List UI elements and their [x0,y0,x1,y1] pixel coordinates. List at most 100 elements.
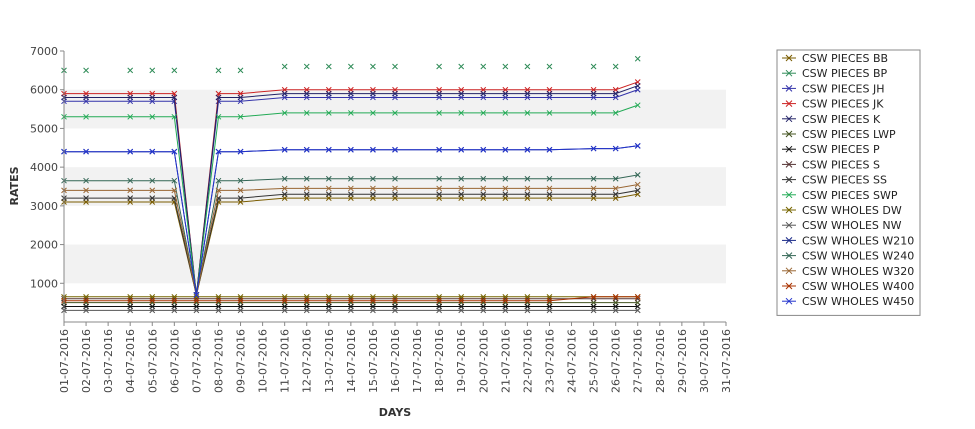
data-point [502,185,509,192]
data-point [348,90,354,97]
data-point [524,110,531,116]
legend-label: CSW PIECES LWP [802,128,896,141]
data-point [127,297,134,304]
data-point [634,55,641,62]
data-point [83,195,89,201]
series-layer [61,55,641,314]
data-point [590,63,597,70]
data-point [458,146,465,153]
data-point [281,146,288,153]
data-point [370,191,376,198]
legend-item: CSW WHOLES NW [782,219,902,232]
data-point [502,63,509,70]
data-point [193,307,200,314]
data-point [348,185,354,192]
data-point [480,146,487,153]
data-point [634,172,641,178]
legend-item: CSW PIECES JK [782,98,884,111]
data-point [171,148,178,155]
data-point [149,187,156,194]
data-point [303,63,310,70]
legend-swatch-marker [785,130,793,138]
data-point [325,307,332,314]
data-point [458,185,465,192]
x-tick-label: 29-07-2016 [676,329,689,393]
x-tick-label: 06-07-2016 [168,329,181,393]
legend-item: CSW PIECES SS [782,174,887,187]
data-point [590,90,597,97]
data-point [281,63,288,70]
data-point [215,307,222,314]
data-point [502,175,509,182]
x-tick-label: 26-07-2016 [610,329,623,393]
x-tick-label: 20-07-2016 [477,329,490,393]
legend-label: CSW PIECES SS [802,174,887,187]
legend-box [776,49,921,316]
data-point [215,177,222,184]
data-point [83,67,89,74]
x-tick-label: 30-07-2016 [698,329,711,393]
data-point [502,297,509,304]
data-point [436,191,442,198]
x-tick-label: 16-07-2016 [389,329,402,393]
legend-swatch-marker [785,191,793,199]
x-tick-label: 23-07-2016 [543,329,556,393]
legend-swatch-marker [785,252,793,259]
data-point [149,94,156,101]
data-point [237,67,244,74]
data-point [348,307,354,314]
y-tick-label: 7000 [30,45,58,58]
data-point [303,110,310,116]
data-point [215,297,222,304]
legend-swatch-marker [785,145,793,153]
data-point [612,90,619,97]
legend-item: CSW WHOLES DW [782,204,902,217]
data-point [348,297,354,304]
data-point [392,63,398,70]
series-csw-pieces-bp [61,55,641,298]
data-point [127,148,134,155]
data-point [281,110,288,116]
x-tick-label: 13-07-2016 [323,329,336,393]
data-point [83,148,89,155]
data-point [303,297,310,304]
legend-swatch-marker [785,161,793,168]
data-point [370,175,376,182]
data-point [171,297,178,304]
data-point [325,63,332,70]
data-point [171,177,178,184]
legend-swatch-marker [785,282,793,290]
data-point [480,90,487,97]
data-point [83,113,89,120]
legend-swatch-marker [785,176,793,183]
data-point [590,293,597,300]
data-point [436,90,442,97]
legend-item: CSW PIECES BB [782,52,888,65]
data-point [303,185,310,192]
legend-swatch-marker [785,100,793,107]
x-tick-label: 18-07-2016 [433,329,446,393]
legend-item: CSW WHOLES W400 [782,280,914,293]
data-point [325,175,332,182]
data-point [171,187,178,194]
legend-label: CSW PIECES BB [802,52,888,65]
data-point [237,307,244,314]
x-tick-label: 25-07-2016 [588,329,601,393]
data-point [83,177,89,184]
data-point [590,191,597,198]
data-point [590,185,597,192]
legend-item: CSW PIECES S [782,158,880,171]
data-point [127,307,134,314]
data-point [171,67,178,74]
data-point [612,185,619,192]
data-point [370,307,376,314]
x-tick-label: 02-07-2016 [80,329,93,393]
data-point [149,113,156,120]
x-tick-label: 14-07-2016 [345,329,358,393]
data-point [83,297,89,304]
y-tick-label: 5000 [30,122,58,135]
data-point [149,148,156,155]
data-point [480,63,487,70]
data-point [634,82,641,89]
data-point [237,148,244,155]
